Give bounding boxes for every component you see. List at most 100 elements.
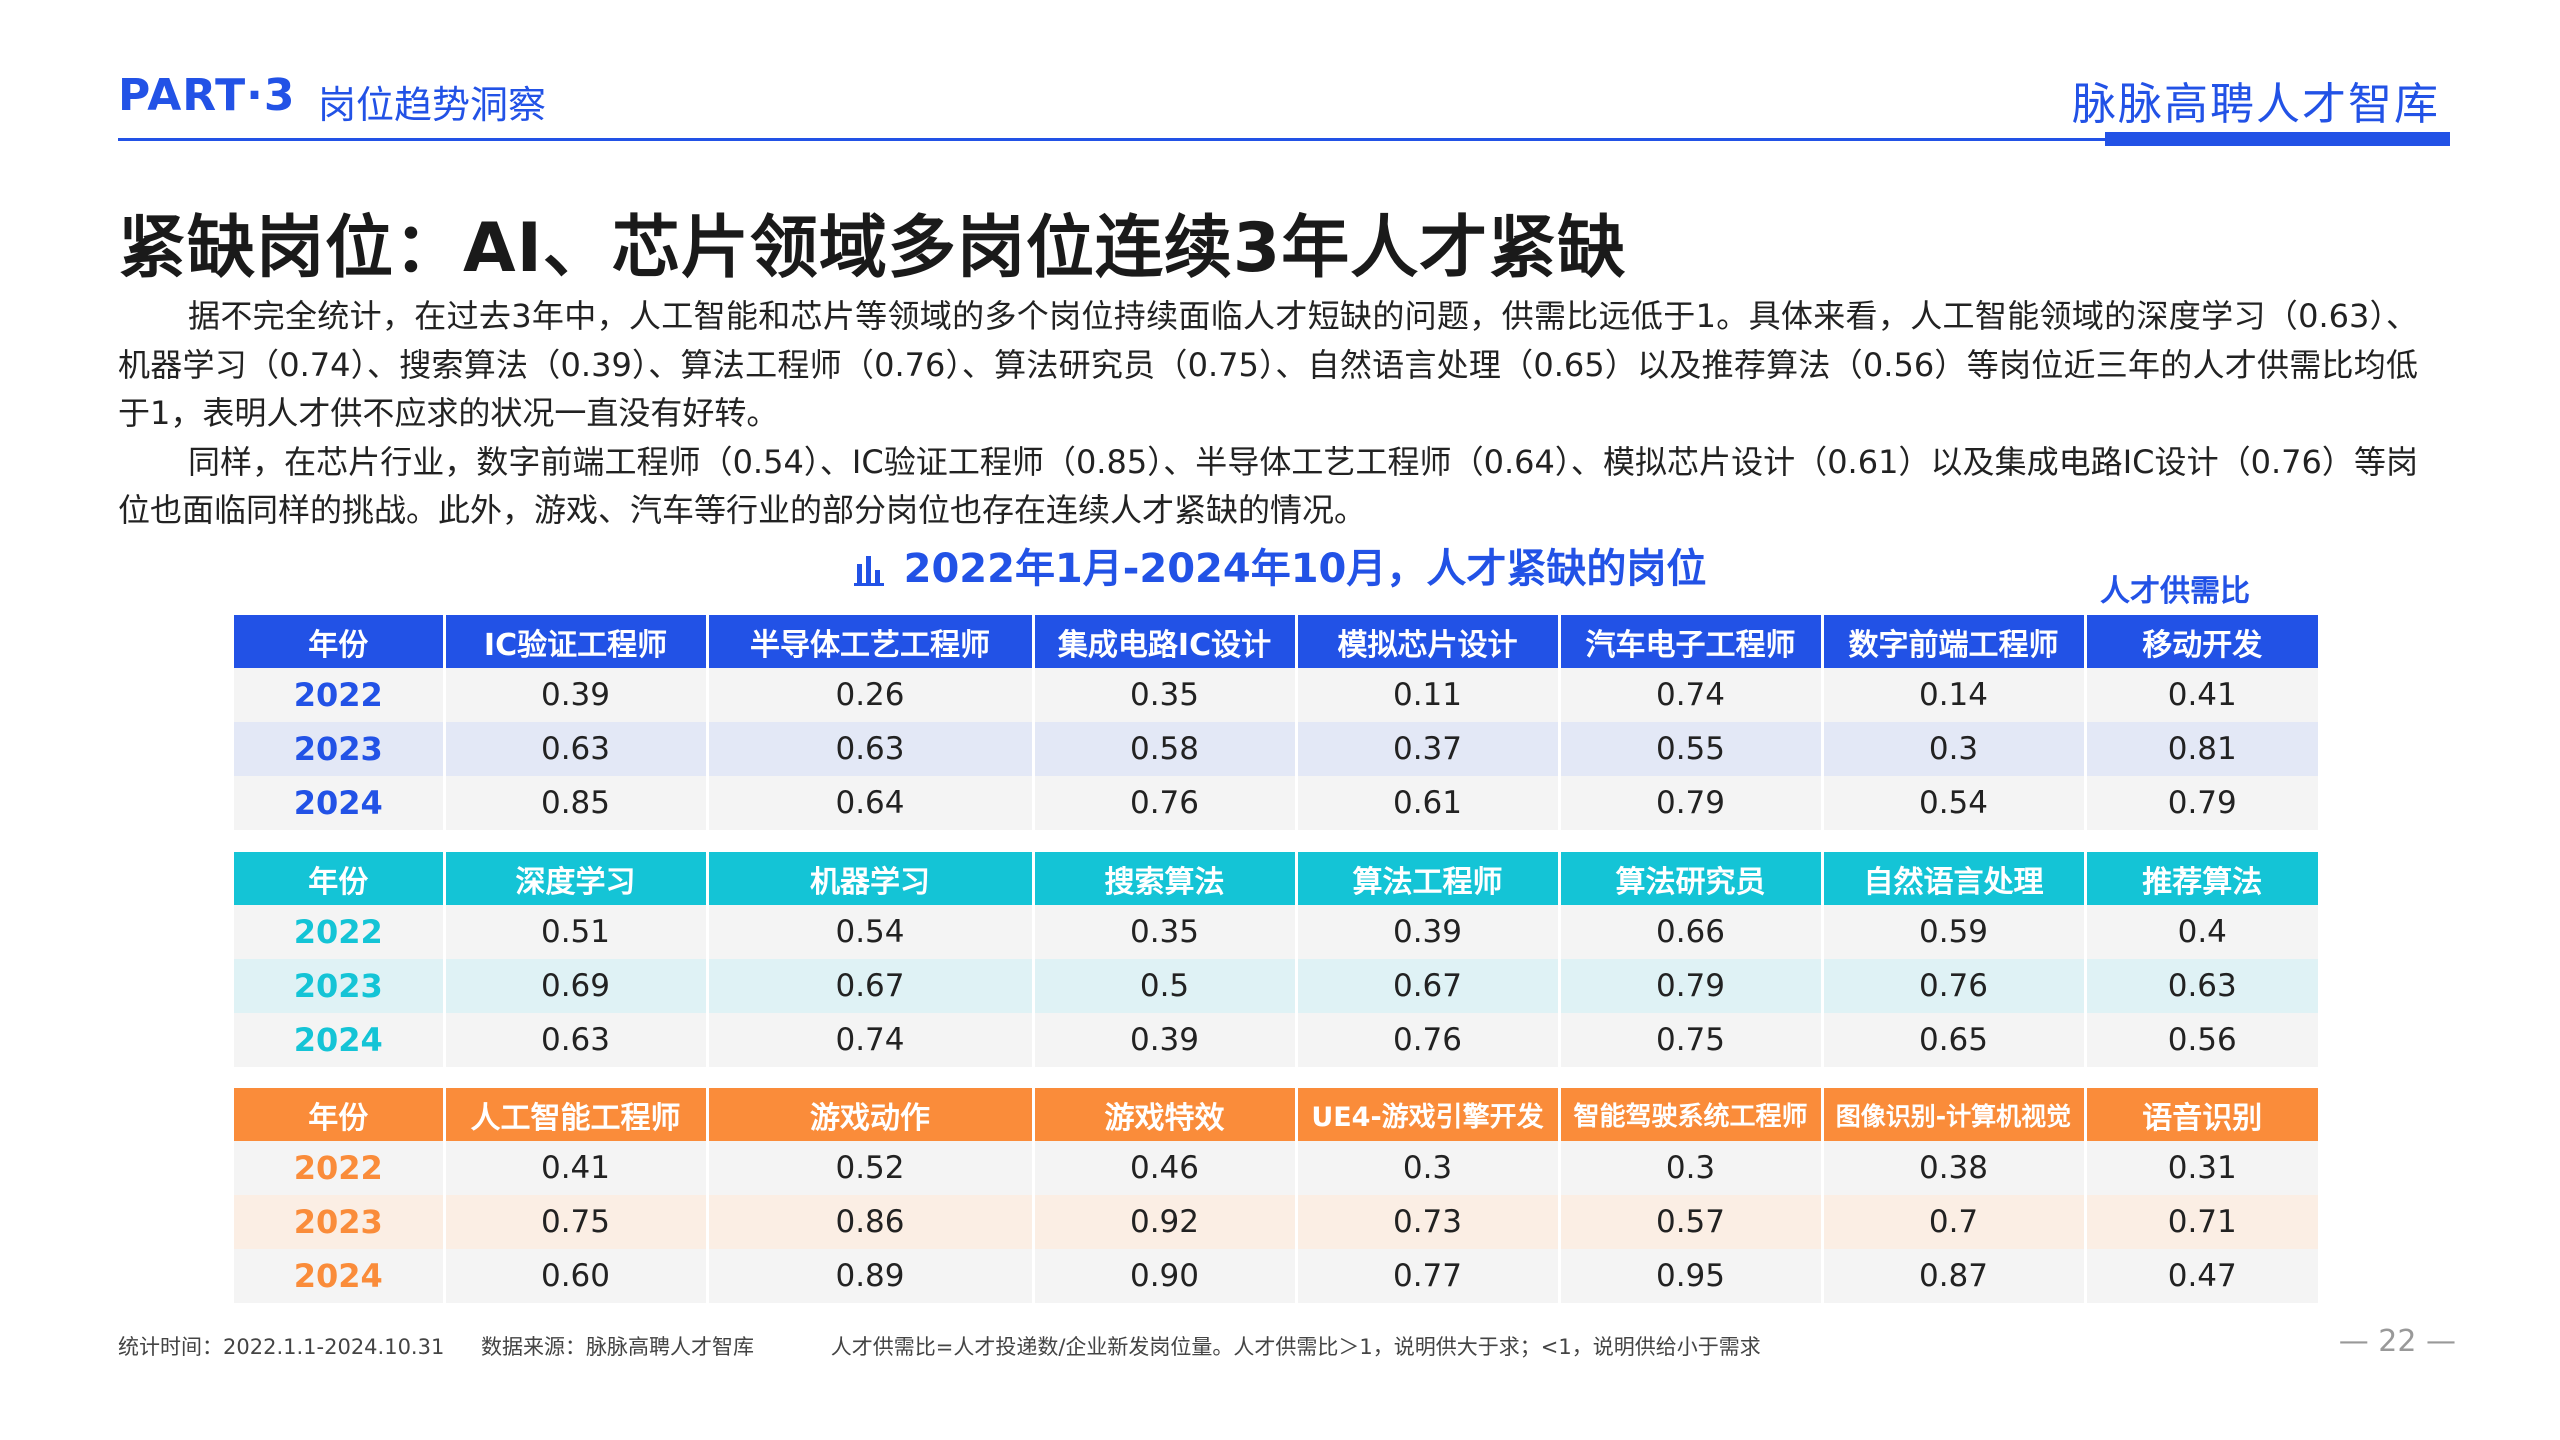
header-cell: 算法研究员 (1559, 852, 1824, 905)
part-label: PART·3 (118, 70, 296, 121)
table-row: 2023 0.69 0.67 0.5 0.67 0.79 0.76 0.63 (234, 959, 2318, 1013)
value-cell: 0.4 (2085, 905, 2318, 959)
value-cell: 0.39 (1033, 1013, 1298, 1067)
value-cell: 0.71 (2085, 1195, 2318, 1249)
value-cell: 0.26 (707, 668, 1035, 722)
value-cell: 0.58 (1033, 722, 1298, 776)
paragraph: 同样，在芯片行业，数字前端工程师（0.54）、IC验证工程师（0.85）、半导体… (118, 442, 2418, 530)
year-cell: 2023 (234, 722, 446, 776)
value-cell: 0.39 (1296, 905, 1561, 959)
body-text: 据不完全统计，在过去3年中，人工智能和芯片等领域的多个岗位持续面临人才短缺的问题… (118, 292, 2418, 535)
year-cell: 2022 (234, 668, 446, 722)
value-cell: 0.54 (707, 905, 1035, 959)
table-row: 2022 0.39 0.26 0.35 0.11 0.74 0.14 0.41 (234, 668, 2318, 722)
value-cell: 0.56 (2085, 1013, 2318, 1067)
value-cell: 0.67 (1296, 959, 1561, 1013)
value-cell: 0.39 (444, 668, 709, 722)
brand-name: 脉脉高聘人才智库 (2072, 79, 2440, 130)
value-cell: 0.92 (1033, 1195, 1298, 1249)
value-cell: 0.75 (444, 1195, 709, 1249)
value-cell: 0.35 (1033, 905, 1298, 959)
table-heading: 2022年1月-2024年10月，人才紧缺的岗位 (0, 536, 2560, 594)
data-source: 数据来源：脉脉高聘人才智库 (481, 1335, 755, 1359)
value-cell: 0.3 (1822, 722, 2087, 776)
value-cell: 0.64 (707, 776, 1035, 830)
value-cell: 0.75 (1559, 1013, 1824, 1067)
chip-jobs-table: 年份 IC验证工程师 半导体工艺工程师 集成电路IC设计 模拟芯片设计 汽车电子… (234, 615, 2318, 830)
header-cell: 算法工程师 (1296, 852, 1561, 905)
value-cell: 0.47 (2085, 1249, 2318, 1303)
header-cell: 年份 (234, 852, 446, 905)
table-row: 2023 0.75 0.86 0.92 0.73 0.57 0.7 0.71 (234, 1195, 2318, 1249)
value-cell: 0.35 (1033, 668, 1298, 722)
value-cell: 0.77 (1296, 1249, 1561, 1303)
value-cell: 0.74 (1559, 668, 1824, 722)
year-cell: 2024 (234, 776, 446, 830)
year-cell: 2022 (234, 905, 446, 959)
value-cell: 0.65 (1822, 1013, 2087, 1067)
value-cell: 0.60 (444, 1249, 709, 1303)
bar-chart-icon (853, 556, 884, 586)
year-cell: 2022 (234, 1141, 446, 1195)
header-cell: 模拟芯片设计 (1296, 615, 1561, 668)
value-cell: 0.87 (1822, 1249, 2087, 1303)
value-cell: 0.79 (1559, 959, 1824, 1013)
header-cell: UE4-游戏引擎开发 (1296, 1088, 1561, 1141)
value-cell: 0.63 (707, 722, 1035, 776)
value-cell: 0.76 (1296, 1013, 1561, 1067)
value-cell: 0.3 (1296, 1141, 1561, 1195)
value-cell: 0.76 (1033, 776, 1298, 830)
year-cell: 2024 (234, 1013, 446, 1067)
value-cell: 0.38 (1822, 1141, 2087, 1195)
value-cell: 0.74 (707, 1013, 1035, 1067)
value-cell: 0.63 (2085, 959, 2318, 1013)
value-cell: 0.46 (1033, 1141, 1298, 1195)
section-title: 岗位趋势洞察 (318, 83, 547, 127)
value-cell: 0.73 (1296, 1195, 1561, 1249)
table-header-row: 年份 IC验证工程师 半导体工艺工程师 集成电路IC设计 模拟芯片设计 汽车电子… (234, 615, 2318, 668)
header-divider (118, 138, 2450, 141)
header-cell: 年份 (234, 1088, 446, 1141)
header-accent-bar (2105, 132, 2450, 146)
year-cell: 2023 (234, 959, 446, 1013)
header-cell: IC验证工程师 (444, 615, 709, 668)
value-cell: 0.63 (444, 1013, 709, 1067)
value-cell: 0.89 (707, 1249, 1035, 1303)
value-cell: 0.7 (1822, 1195, 2087, 1249)
year-cell: 2024 (234, 1249, 446, 1303)
value-cell: 0.11 (1296, 668, 1561, 722)
year-cell: 2023 (234, 1195, 446, 1249)
value-cell: 0.31 (2085, 1141, 2318, 1195)
value-cell: 0.3 (1559, 1141, 1824, 1195)
header-cell: 搜索算法 (1033, 852, 1298, 905)
value-cell: 0.81 (2085, 722, 2318, 776)
header-cell: 汽车电子工程师 (1559, 615, 1824, 668)
table-row: 2024 0.63 0.74 0.39 0.76 0.75 0.65 0.56 (234, 1013, 2318, 1067)
header-cell: 数字前端工程师 (1822, 615, 2087, 668)
header-cell: 半导体工艺工程师 (707, 615, 1035, 668)
header-cell: 年份 (234, 615, 446, 668)
stat-time: 统计时间：2022.1.1-2024.10.31 (118, 1335, 445, 1359)
value-cell: 0.52 (707, 1141, 1035, 1195)
header-cell: 机器学习 (707, 852, 1035, 905)
value-cell: 0.51 (444, 905, 709, 959)
header-cell: 人工智能工程师 (444, 1088, 709, 1141)
header-cell: 游戏动作 (707, 1088, 1035, 1141)
page-title: 紧缺岗位：AI、芯片领域多岗位连续3年人才紧缺 (118, 209, 1627, 288)
value-cell: 0.95 (1559, 1249, 1824, 1303)
value-cell: 0.85 (444, 776, 709, 830)
unit-label: 人才供需比 (2100, 574, 2250, 609)
table-row: 2023 0.63 0.63 0.58 0.37 0.55 0.3 0.81 (234, 722, 2318, 776)
value-cell: 0.41 (444, 1141, 709, 1195)
header-cell: 图像识别-计算机视觉 (1822, 1088, 2087, 1141)
header-cell: 深度学习 (444, 852, 709, 905)
table-row: 2022 0.41 0.52 0.46 0.3 0.3 0.38 0.31 (234, 1141, 2318, 1195)
value-cell: 0.55 (1559, 722, 1824, 776)
header-cell: 移动开发 (2085, 615, 2318, 668)
value-cell: 0.14 (1822, 668, 2087, 722)
value-cell: 0.61 (1296, 776, 1561, 830)
table-row: 2024 0.85 0.64 0.76 0.61 0.79 0.54 0.79 (234, 776, 2318, 830)
value-cell: 0.5 (1033, 959, 1298, 1013)
value-cell: 0.37 (1296, 722, 1561, 776)
value-cell: 0.54 (1822, 776, 2087, 830)
